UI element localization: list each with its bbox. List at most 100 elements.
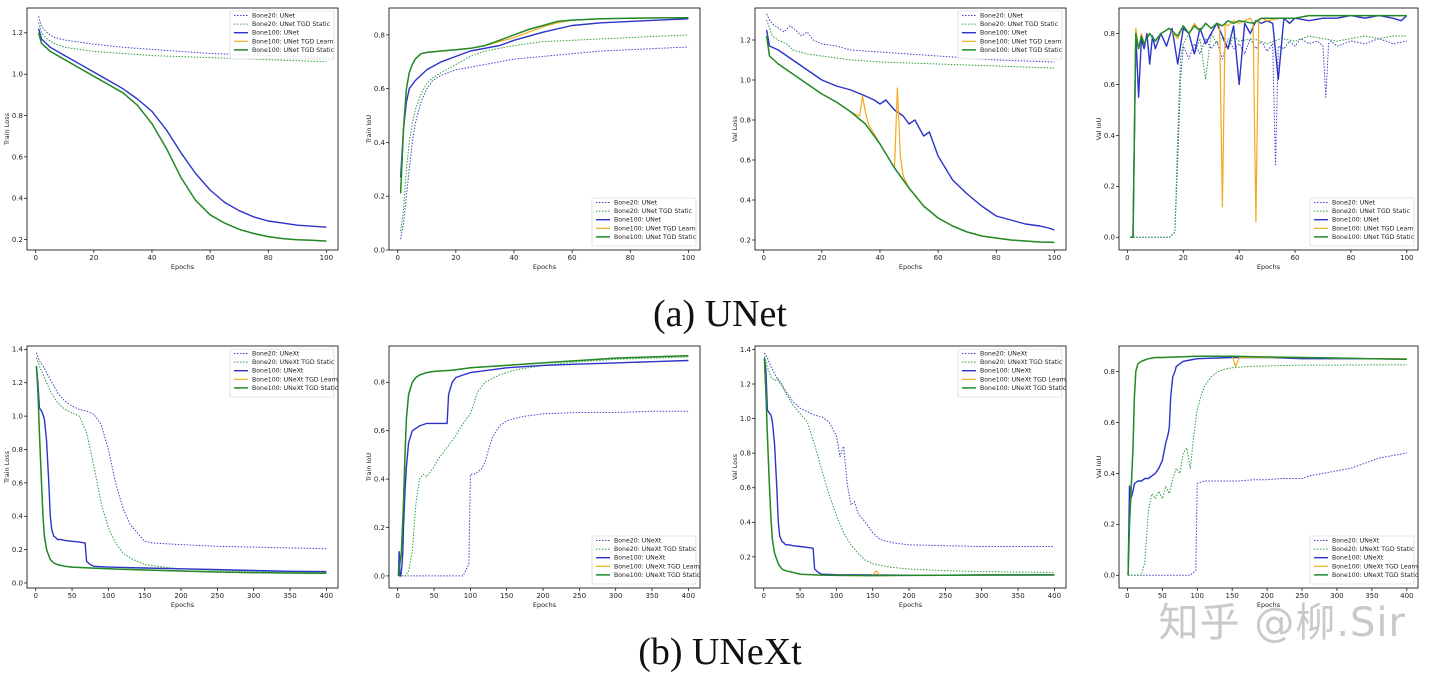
y-axis-label: Val IoU <box>1095 118 1103 141</box>
legend-entry: Bone100: UNeXt <box>614 555 666 562</box>
chart-unet-train-loss: 0 20 40 60 80 100 0.2 0.4 0.6 0.8 1.0 1.2 Epochs Trai… <box>3 7 339 271</box>
legend-entry: Bone100: UNet <box>980 30 1028 37</box>
y-tick-label: 0.2 <box>1104 183 1115 191</box>
legend-entry: Bone100: UNeXt TGD Static <box>980 385 1067 392</box>
x-tick-label: 0 <box>395 592 399 600</box>
series-line-4 <box>399 16 689 194</box>
y-tick-label: 1.0 <box>740 415 751 423</box>
legend-entry: Bone100: UNeXt <box>980 368 1032 375</box>
series-line-4 <box>765 35 1055 244</box>
y-axis-label: Train IoU <box>365 115 373 145</box>
x-axis-label: Epochs <box>1257 263 1281 271</box>
legend-entry: Bone100: UNeXt TGD Learn <box>980 376 1066 383</box>
x-axis-label: Epochs <box>533 263 557 271</box>
legend-entry: Bone20: UNeXt <box>1332 538 1380 545</box>
legend-entry: Bone20: UNeXt <box>614 538 662 545</box>
x-axis-label: Epochs <box>171 263 195 271</box>
legend-entry: Bone100: UNeXt TGD Static <box>614 572 701 579</box>
y-tick-label: 0.4 <box>1104 470 1116 478</box>
legend-entry: Bone20: UNeXt TGD Static <box>980 359 1063 366</box>
y-tick-label: 0.4 <box>12 195 24 203</box>
series-line-1 <box>1128 364 1407 576</box>
x-tick-label: 20 <box>817 254 826 262</box>
x-tick-label: 20 <box>1179 254 1188 262</box>
caption-unet: (a) UNet <box>653 293 787 335</box>
y-tick-label: 1.2 <box>12 29 23 37</box>
y-tick-label: 1.4 <box>12 346 24 354</box>
y-tick-label: 0.2 <box>374 193 385 201</box>
chart-unet-val-loss: 0 20 40 60 80 100 0.2 0.4 0.6 0.8 1.0 1.2 Epochs Val … <box>731 7 1067 271</box>
series-line-1 <box>763 356 1055 573</box>
legend <box>591 535 697 585</box>
x-axis-label: Epochs <box>899 601 923 609</box>
y-axis-label: Val Loss <box>731 453 739 480</box>
x-tick-label: 200 <box>174 592 187 600</box>
x-tick-label: 200 <box>1260 592 1273 600</box>
legend-entry: Bone100: UNet TGD Static <box>1332 234 1415 241</box>
legend-entry: Bone100: UNeXt TGD Static <box>252 385 339 392</box>
legend-entry: Bone20: UNeXt TGD Static <box>252 359 335 366</box>
x-tick-label: 80 <box>264 254 273 262</box>
legend-entry: Bone20: UNet <box>1332 200 1376 207</box>
y-tick-label: 1.2 <box>740 380 751 388</box>
y-tick-label: 0.2 <box>740 236 751 244</box>
y-tick-label: 0.8 <box>740 116 751 124</box>
y-tick-label: 0.0 <box>374 246 385 254</box>
y-tick-label: 0.8 <box>1104 30 1115 38</box>
x-axis-label: Epochs <box>533 601 557 609</box>
x-tick-label: 50 <box>430 592 439 600</box>
series-line-0 <box>400 46 689 240</box>
legend <box>591 197 697 247</box>
y-tick-label: 0.8 <box>374 379 385 387</box>
x-tick-label: 300 <box>609 592 622 600</box>
legend-entry: Bone100: UNet TGD Static <box>980 47 1063 54</box>
y-tick-label: 0.8 <box>12 112 23 120</box>
legend <box>229 10 335 60</box>
legend-entry: Bone100: UNet TGD Static <box>614 234 697 241</box>
x-tick-label: 100 <box>1191 592 1204 600</box>
x-tick-label: 150 <box>138 592 151 600</box>
x-tick-label: 60 <box>934 254 943 262</box>
y-tick-label: 0.6 <box>374 85 386 93</box>
x-tick-label: 40 <box>148 254 157 262</box>
x-tick-label: 100 <box>1048 254 1061 262</box>
y-tick-label: 0.0 <box>374 572 385 580</box>
y-axis-label: Val Loss <box>731 115 739 142</box>
y-tick-label: 1.4 <box>740 346 752 354</box>
legend-entry: Bone100: UNet TGD Static <box>252 47 335 54</box>
y-tick-label: 0.6 <box>1104 81 1116 89</box>
chart-unext-train-loss: 0 50 100 150 200 250 300 350 400 0.0 0.2 0.4 0.6 0.8 1… <box>3 345 339 609</box>
legend-entry: Bone20: UNet TGD Static <box>980 21 1059 28</box>
legend <box>957 348 1063 398</box>
legend-entry: Bone100: UNet TGD Learn <box>252 38 334 45</box>
y-axis-label: Val IoU <box>1095 456 1103 479</box>
y-tick-label: 0.4 <box>740 196 752 204</box>
y-tick-label: 1.2 <box>740 36 751 44</box>
series-line-1 <box>766 19 1055 69</box>
y-tick-label: 0.0 <box>12 579 23 587</box>
x-tick-label: 100 <box>320 254 333 262</box>
x-tick-label: 50 <box>796 592 805 600</box>
legend-entry: Bone20: UNeXt TGD Static <box>1332 546 1415 553</box>
legend <box>1309 535 1415 585</box>
x-tick-label: 20 <box>451 254 460 262</box>
x-tick-label: 300 <box>1330 592 1343 600</box>
x-tick-label: 0 <box>1125 592 1129 600</box>
caption-unext: (b) UNeXt <box>638 631 802 673</box>
y-axis-label: Train IoU <box>365 453 373 483</box>
legend-entry: Bone20: UNeXt <box>980 351 1028 358</box>
x-tick-label: 200 <box>536 592 549 600</box>
x-tick-label: 40 <box>876 254 885 262</box>
x-tick-label: 100 <box>1400 254 1413 262</box>
series-line-2 <box>399 18 689 178</box>
chart-unext-val-iou: 0 50 100 150 200 250 300 350 400 0.0 0.2 0.4 0.6 0.8 E… <box>1095 345 1419 609</box>
series-line-4 <box>397 354 689 576</box>
x-tick-label: 80 <box>1346 254 1355 262</box>
y-tick-label: 0.4 <box>1104 132 1116 140</box>
y-tick-label: 0.6 <box>740 484 752 492</box>
y-axis-label: Train Loss <box>3 450 11 484</box>
y-tick-label: 0.4 <box>12 513 24 521</box>
y-tick-label: 0.2 <box>12 236 23 244</box>
x-tick-label: 40 <box>510 254 519 262</box>
x-tick-label: 80 <box>992 254 1001 262</box>
